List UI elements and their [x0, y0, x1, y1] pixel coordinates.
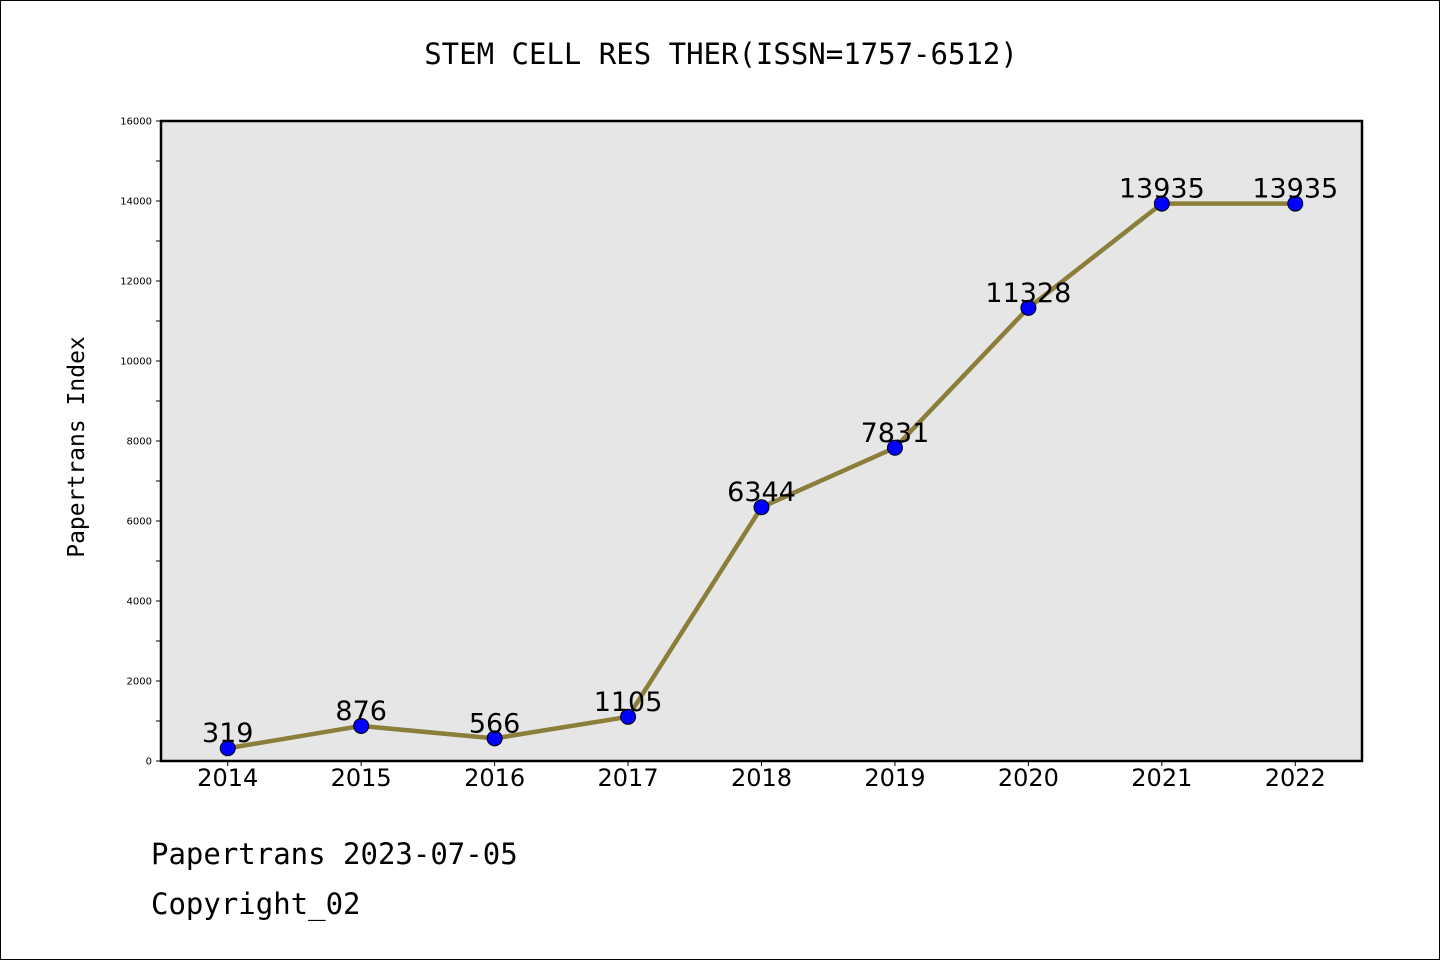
data-point: [1020, 299, 1037, 316]
data-point: [486, 730, 503, 747]
data-point: [753, 499, 770, 516]
data-point: [353, 717, 370, 734]
x-tick-label: 2017: [598, 764, 659, 792]
data-label: 566: [469, 708, 521, 739]
data-label: 1105: [594, 687, 663, 718]
y-tick-label: 6000: [127, 517, 152, 528]
data-label: 11328: [985, 278, 1071, 309]
y-tick-label: 0: [146, 757, 152, 768]
x-tick-label: 2016: [464, 764, 525, 792]
y-tick-label: 8000: [127, 437, 152, 448]
x-tick-label: 2018: [731, 764, 792, 792]
data-point: [1287, 195, 1304, 212]
plot-area: [161, 121, 1362, 761]
data-label: 13935: [1119, 174, 1205, 205]
x-tick-label: 2022: [1265, 764, 1326, 792]
data-point: [219, 740, 236, 757]
y-tick-label: 4000: [127, 597, 152, 608]
data-label: 13935: [1252, 174, 1338, 205]
y-tick-label: 2000: [127, 677, 152, 688]
y-tick-label: 12000: [120, 277, 152, 288]
plot-frame: [159, 119, 1364, 763]
y-tick-label: 10000: [120, 357, 152, 368]
x-tick-label: 2015: [331, 764, 392, 792]
footer-copyright: Copyright_02: [151, 887, 361, 921]
footer-date: Papertrans 2023-07-05: [151, 837, 518, 871]
data-point: [886, 439, 903, 456]
data-point: [1153, 195, 1170, 212]
chart-title: STEM CELL RES THER(ISSN=1757-6512): [424, 37, 1018, 71]
data-point: [620, 708, 637, 725]
data-label: 876: [335, 696, 387, 727]
y-tick-label: 16000: [120, 117, 152, 128]
data-label: 6344: [727, 477, 796, 508]
data-label: 7831: [861, 418, 930, 449]
y-tick-label: 14000: [120, 197, 152, 208]
x-tick-label: 2021: [1131, 764, 1192, 792]
x-tick-label: 2019: [864, 764, 925, 792]
x-tick-label: 2020: [998, 764, 1059, 792]
data-label: 319: [202, 718, 254, 749]
x-tick-label: 2014: [197, 764, 258, 792]
